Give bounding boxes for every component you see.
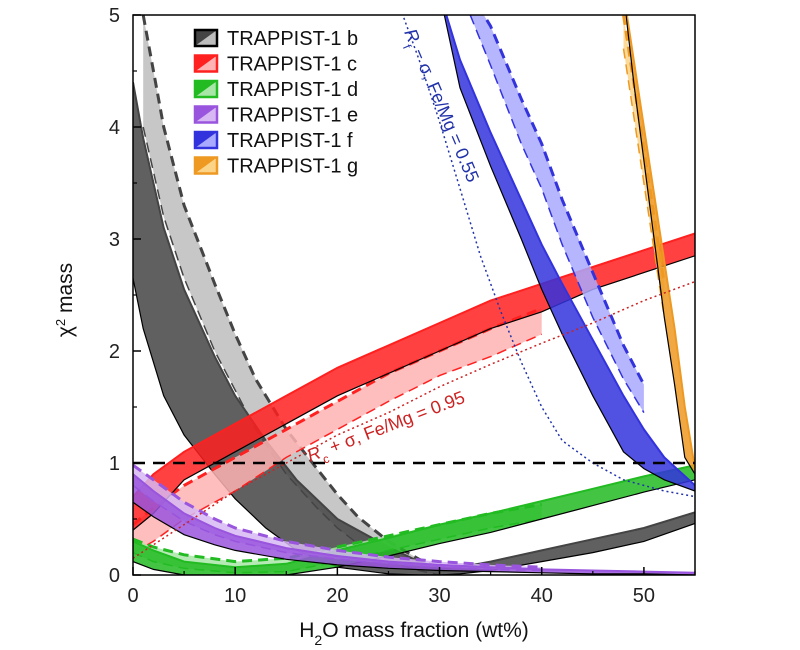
- annotation-f-sub: f: [400, 42, 414, 51]
- series-2-light-band: [133, 308, 542, 553]
- y-tick-label-3: 3: [109, 229, 120, 251]
- y-tick-label-5: 5: [109, 5, 120, 27]
- legend-swatch-dark: [195, 81, 217, 97]
- legend-swatch-dark: [195, 30, 217, 46]
- y-axis-title: χ2 mass: [53, 263, 78, 337]
- legend-label-4: TRAPPIST-1 e: [227, 105, 358, 127]
- axes: 0 10 20 30 40 50 0 1 2 3 4 5: [109, 5, 696, 607]
- x-tick-label-20: 20: [326, 585, 348, 607]
- y-axis-title-sup: 2: [53, 319, 68, 326]
- series-2-dark-band: [133, 233, 695, 531]
- series-5-light-lower-edge: [469, 15, 645, 413]
- series-5: [443, 15, 695, 492]
- legend-item-2: TRAPPIST-1 c: [193, 54, 357, 76]
- legend-item-6: TRAPPIST-1 g: [193, 156, 358, 178]
- series-5-light-band: [470, 15, 644, 413]
- series-6-dark-upper-edge: [625, 15, 695, 469]
- y-tick-label-0: 0: [109, 565, 120, 587]
- series-1-light-band: [143, 15, 440, 575]
- series-4-light-upper-edge: [133, 463, 542, 569]
- series-1-dark-upper-edge: [133, 82, 695, 570]
- legend-label-3: TRAPPIST-1 d: [227, 79, 358, 101]
- legend-swatch-dark: [195, 55, 217, 72]
- legend-label-1: TRAPPIST-1 b: [227, 28, 358, 50]
- series-3-dark-band: [133, 465, 695, 575]
- x-axis-title-pre: H: [299, 619, 314, 642]
- y-tick-label-1: 1: [109, 453, 120, 475]
- legend-item-1: TRAPPIST-1 b: [193, 28, 358, 50]
- series-5-dark-upper-edge: [445, 15, 695, 487]
- series-1-dark-lower-edge: [133, 278, 695, 575]
- series-6-light-lower-edge: [622, 48, 666, 318]
- series-5-dark-lower-edge: [443, 15, 695, 492]
- x-axis-title: H2O mass fraction (wt%): [299, 619, 529, 648]
- legend-swatch-border: [193, 156, 219, 175]
- x-axis-title-sub: 2: [314, 632, 322, 648]
- legend-label-6: TRAPPIST-1 g: [227, 156, 358, 178]
- x-axis-title-rest: O mass fraction (wt%): [322, 619, 529, 642]
- series-4: [133, 463, 695, 575]
- x-tick-label-40: 40: [531, 585, 553, 607]
- series-4-dark-lower-edge: [133, 501, 695, 575]
- legend-label-2: TRAPPIST-1 c: [227, 54, 357, 76]
- y-tick-label-2: 2: [109, 341, 120, 363]
- legend-swatch-dark: [195, 157, 217, 174]
- series-6: [622, 15, 695, 475]
- y-tick-label-4: 4: [109, 117, 120, 139]
- legend-swatch-border: [193, 105, 219, 124]
- legend-swatch-border: [193, 54, 219, 73]
- reference-curves: [133, 15, 695, 559]
- legend-item-4: TRAPPIST-1 e: [193, 105, 358, 127]
- y-axis-title-rest: mass: [54, 263, 77, 319]
- legend-item-3: TRAPPIST-1 d: [193, 79, 358, 101]
- legend-item-5: TRAPPIST-1 f: [193, 130, 353, 152]
- legend-swatch-dark: [195, 132, 217, 148]
- series-2-dark-upper-edge: [133, 232, 695, 498]
- series-4-dark-upper-edge: [133, 473, 695, 574]
- series-4-dark-band: [133, 474, 695, 575]
- annotation-c-sub: c: [321, 451, 332, 466]
- legend-swatch-border: [193, 79, 219, 99]
- reference-curve-1: [401, 15, 695, 498]
- series-bands: [133, 15, 695, 575]
- x-tick-label-30: 30: [428, 585, 450, 607]
- legend-swatch-border: [193, 130, 219, 150]
- legend-swatch-dark: [195, 106, 217, 123]
- legend-label-5: TRAPPIST-1 f: [227, 130, 353, 152]
- series-5-light-upper-edge: [482, 15, 646, 386]
- y-axis-title-main: χ: [54, 326, 77, 337]
- legend-swatch-border: [193, 28, 219, 48]
- series-6-dark-lower-edge: [625, 15, 695, 475]
- series-3-dark-upper-edge: [133, 464, 695, 569]
- x-tick-label-0: 0: [127, 585, 138, 607]
- legend: TRAPPIST-1 b TRAPPIST-1 c TRAPPIST-1 d TRAP…: [193, 28, 358, 178]
- x-tick-label-50: 50: [633, 585, 655, 607]
- x-tick-label-10: 10: [224, 585, 246, 607]
